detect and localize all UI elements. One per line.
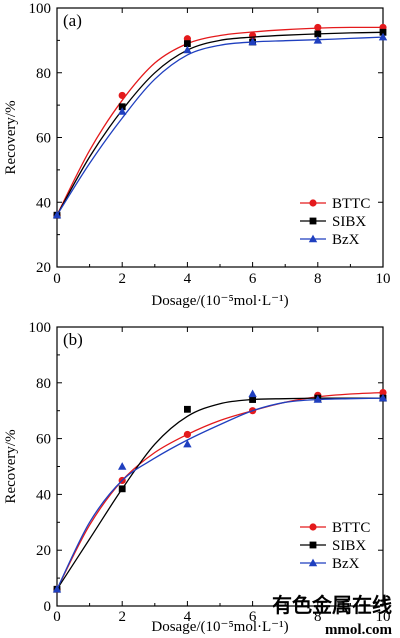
data-point: [118, 485, 126, 493]
data-point: [313, 35, 322, 44]
legend-label: BzX: [332, 556, 360, 572]
data-point: [183, 45, 192, 54]
x-axis-label: Dosage/(10⁻⁵mol·L⁻¹): [151, 619, 288, 635]
y-axis-label: Recovery/%: [3, 100, 19, 174]
y-axis-label: Recovery/%: [3, 429, 19, 503]
legend: BTTC SIBX BzX: [300, 196, 370, 248]
y-tick-label: 40: [36, 487, 51, 503]
y-tick-label: 20: [36, 543, 51, 559]
data-point: [313, 395, 322, 403]
chart-panel-a: 0 2 4 6 8 10 20 40 60 80 100 Dosage/(10⁻⁵mol·L⁻¹) Re…: [3, 1, 391, 309]
x-tick-label: 6: [249, 609, 257, 625]
data-point: [118, 103, 126, 111]
data-point: [249, 396, 256, 403]
legend-marker: [308, 234, 318, 243]
series-curve: [56, 31, 384, 216]
x-tick-label: 4: [184, 609, 192, 625]
legend-marker: [309, 523, 317, 531]
x-tick-label: 8: [314, 271, 322, 287]
series-bzx: [52, 32, 388, 219]
series-bzx: [52, 389, 388, 593]
legend-marker: [309, 541, 317, 549]
series-sibx: [53, 28, 387, 219]
data-point: [52, 584, 62, 593]
data-point: [118, 462, 127, 470]
data-point: [378, 393, 388, 402]
y-tick-label: 100: [29, 1, 52, 17]
data-point: [184, 405, 191, 413]
data-point: [378, 32, 388, 41]
x-tick-label: 8: [314, 609, 322, 625]
y-tick-label: 60: [36, 432, 51, 448]
legend-label: BTTC: [332, 520, 370, 536]
legend-label: SIBX: [332, 538, 366, 554]
series-bttc: [53, 23, 387, 219]
legend: BTTC SIBX BzX: [300, 520, 370, 572]
x-tick-label: 10: [376, 271, 391, 287]
legend-marker: [309, 217, 317, 225]
y-tick-label: 60: [36, 131, 51, 147]
data-point: [184, 40, 191, 48]
data-point: [248, 389, 257, 398]
x-tick-label: 6: [249, 271, 257, 287]
data-point: [118, 91, 126, 100]
data-point: [183, 439, 192, 448]
y-tick-label: 80: [36, 376, 51, 392]
x-tick-label: 4: [184, 271, 192, 287]
x-tick-label: 0: [53, 271, 61, 287]
y-tick-label: 80: [36, 66, 51, 82]
data-point: [52, 210, 62, 219]
legend-label: SIBX: [332, 214, 366, 230]
x-tick-label: 2: [118, 609, 126, 625]
x-tick-label: 2: [118, 271, 126, 287]
legend-label: BzX: [332, 232, 360, 248]
series-curve: [56, 397, 384, 590]
series-curve: [56, 36, 384, 216]
y-tick-label: 40: [36, 195, 51, 211]
series-curve: [56, 397, 383, 590]
y-tick-label: 100: [29, 320, 52, 336]
series-curve: [56, 26, 384, 216]
data-point: [314, 30, 322, 38]
data-point: [314, 23, 322, 32]
y-tick-label: 20: [36, 260, 51, 276]
x-axis-label: Dosage/(10⁻⁵mol·L⁻¹): [151, 293, 288, 309]
y-tick-label: 0: [44, 599, 52, 615]
data-point: [379, 388, 387, 397]
watermark: 有色金属在线 mmol.com: [272, 593, 393, 638]
data-point: [118, 107, 127, 115]
x-tick-label: 10: [376, 609, 391, 625]
legend-marker: [308, 558, 318, 567]
series-curve: [56, 391, 384, 590]
watermark-line1: 有色金属在线: [272, 593, 392, 617]
data-point: [248, 37, 257, 46]
panel-label: (a): [63, 11, 82, 30]
legend-marker: [309, 199, 317, 207]
data-point: [379, 28, 387, 36]
legend-label: BTTC: [332, 196, 370, 212]
watermark-line2: mmol.com: [325, 622, 393, 638]
data-point: [183, 430, 191, 439]
chart-panel-b: 0 2 4 6 8 10020406080100Dosage/(10⁻⁵mol·L⁻¹)R…: [3, 320, 391, 635]
panel-label: (b): [63, 330, 83, 349]
x-tick-label: 0: [53, 609, 61, 625]
